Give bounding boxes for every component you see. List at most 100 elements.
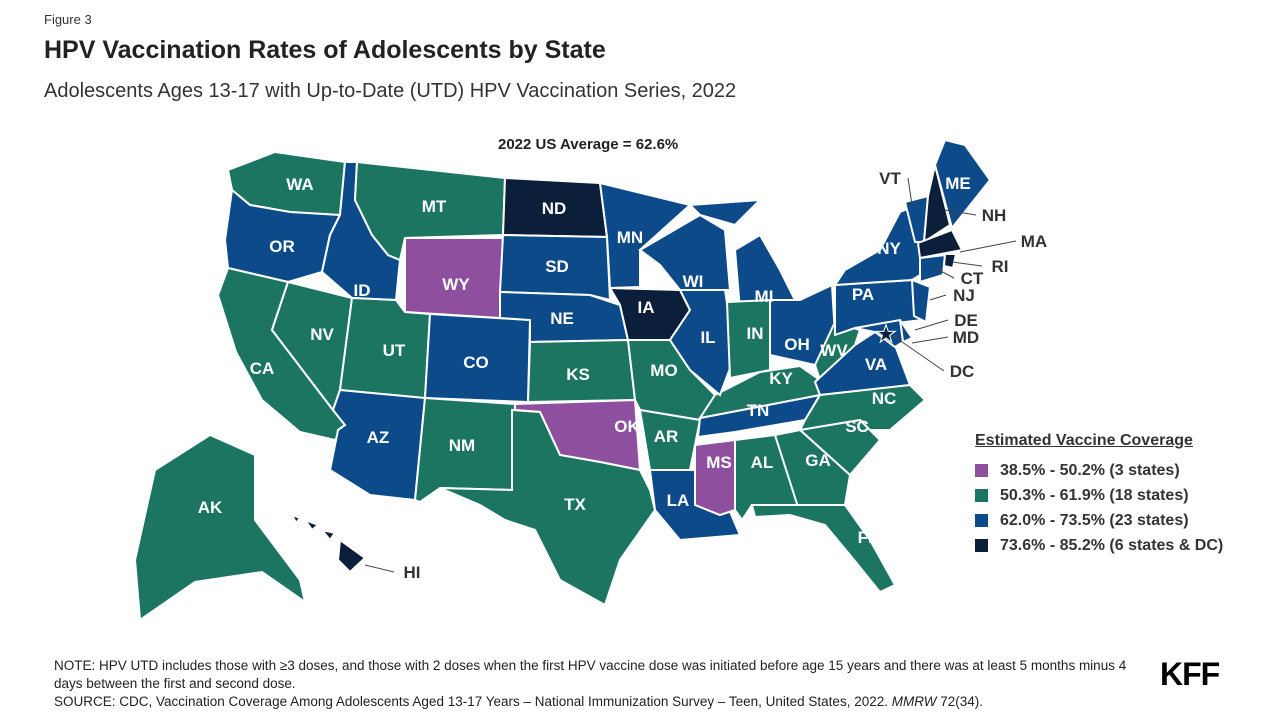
chart-subtitle: Adolescents Ages 13-17 with Up-to-Date (… bbox=[44, 80, 737, 102]
state-label-mo: MO bbox=[650, 361, 677, 380]
state-hi bbox=[302, 517, 320, 532]
state-label-ok: OK bbox=[614, 417, 640, 436]
state-label-nd: ND bbox=[542, 199, 567, 218]
state-label-sd: SD bbox=[545, 257, 569, 276]
legend-label: 38.5% - 50.2% (3 states) bbox=[1000, 461, 1180, 479]
state-in bbox=[725, 298, 771, 380]
state-label-ks: KS bbox=[566, 365, 590, 384]
state-label-oh: OH bbox=[784, 335, 810, 354]
state-label-il: IL bbox=[700, 328, 715, 347]
footnote: NOTE: HPV UTD includes those with ≥3 dos… bbox=[54, 657, 1134, 711]
state-label-wa: WA bbox=[286, 175, 313, 194]
state-label-ia: IA bbox=[638, 298, 655, 317]
state-label-co: CO bbox=[463, 353, 489, 372]
leader-line-dc bbox=[891, 334, 945, 372]
state-label-az: AZ bbox=[367, 428, 390, 447]
state-label-la: LA bbox=[667, 491, 690, 510]
leader-line-vt bbox=[907, 177, 913, 206]
state-label-nm: NM bbox=[449, 436, 475, 455]
state-nj bbox=[910, 278, 932, 324]
state-label-or: OR bbox=[269, 237, 295, 256]
state-nh bbox=[922, 164, 952, 244]
chart-title: HPV Vaccination Rates of Adolescents by … bbox=[44, 36, 606, 64]
state-ri bbox=[942, 253, 958, 270]
leader-line-md bbox=[911, 336, 949, 344]
state-il bbox=[668, 289, 737, 397]
source-journal: MMRW bbox=[891, 694, 937, 709]
state-label-ar: AR bbox=[654, 427, 679, 446]
state-ma bbox=[916, 228, 964, 260]
legend-item: 62.0% - 73.5% (23 states) bbox=[975, 508, 1223, 533]
state-label-ak: AK bbox=[198, 498, 223, 517]
state-tx bbox=[439, 408, 657, 607]
state-ct bbox=[919, 253, 947, 284]
state-label-pa: PA bbox=[852, 285, 874, 304]
state-label-wi: WI bbox=[683, 272, 704, 291]
leader-line-ri bbox=[951, 261, 983, 267]
state-label-nj: NJ bbox=[953, 286, 975, 305]
source-text: SOURCE: CDC, Vaccination Coverage Among … bbox=[54, 693, 1134, 711]
state-label-ct: CT bbox=[961, 269, 984, 288]
leader-line-ct bbox=[934, 267, 955, 279]
state-label-id: ID bbox=[354, 281, 371, 300]
state-label-ms: MS bbox=[706, 453, 732, 472]
state-fl bbox=[750, 504, 897, 594]
leader-line-nh bbox=[944, 209, 977, 216]
source-suffix: 72(34). bbox=[936, 694, 984, 709]
state-mi bbox=[687, 198, 763, 227]
state-label-ky: KY bbox=[769, 369, 793, 388]
state-ms bbox=[694, 438, 736, 517]
legend-label: 50.3% - 61.9% (18 states) bbox=[1000, 486, 1189, 504]
state-label-fl: FL bbox=[858, 528, 879, 547]
state-label-al: AL bbox=[751, 453, 774, 472]
legend: Estimated Vaccine Coverage 38.5% - 50.2%… bbox=[975, 432, 1223, 558]
state-label-tx: TX bbox=[564, 495, 586, 514]
state-me bbox=[933, 138, 992, 231]
state-nc bbox=[798, 383, 927, 431]
leader-line-ma bbox=[959, 240, 1017, 253]
state-label-dc: DC bbox=[950, 362, 975, 381]
state-label-sc: SC bbox=[845, 417, 869, 436]
state-hi bbox=[336, 538, 367, 574]
state-label-wv: WV bbox=[820, 341, 848, 360]
state-ak bbox=[133, 433, 307, 622]
state-label-ny: NY bbox=[877, 239, 901, 258]
state-label-va: VA bbox=[865, 355, 887, 374]
us-average: 2022 US Average = 62.6% bbox=[498, 136, 679, 153]
legend-title: Estimated Vaccine Coverage bbox=[975, 432, 1193, 449]
state-label-wy: WY bbox=[442, 275, 470, 294]
state-dc-star-icon: ★ bbox=[875, 321, 897, 348]
state-label-mt: MT bbox=[422, 197, 447, 216]
legend-item: 50.3% - 61.9% (18 states) bbox=[975, 483, 1223, 508]
state-label-ne: NE bbox=[550, 309, 574, 328]
state-label-mn: MN bbox=[617, 228, 643, 247]
state-label-nc: NC bbox=[872, 389, 897, 408]
legend-item: 73.6% - 85.2% (6 states & DC) bbox=[975, 533, 1223, 558]
legend-label: 73.6% - 85.2% (6 states & DC) bbox=[1000, 536, 1224, 554]
state-label-md: MD bbox=[953, 328, 979, 347]
legend-swatch bbox=[975, 464, 988, 477]
legend-item: 38.5% - 50.2% (3 states) bbox=[975, 458, 1223, 483]
state-label-hi: HI bbox=[404, 563, 421, 582]
state-label-tn: TN bbox=[747, 401, 770, 420]
state-label-ga: GA bbox=[805, 451, 831, 470]
state-md bbox=[854, 318, 905, 349]
leader-line-de bbox=[914, 319, 949, 331]
state-hi bbox=[319, 528, 337, 542]
state-label-de: DE bbox=[954, 311, 978, 330]
state-label-ca: CA bbox=[250, 359, 275, 378]
leader-line-nj bbox=[929, 294, 947, 301]
state-label-in: IN bbox=[747, 324, 764, 343]
state-label-nh: NH bbox=[982, 206, 1007, 225]
state-label-me: ME bbox=[945, 174, 971, 193]
note-text: NOTE: HPV UTD includes those with ≥3 dos… bbox=[54, 658, 1127, 691]
state-label-ri: RI bbox=[992, 257, 1009, 276]
state-label-mi: MI bbox=[755, 287, 774, 306]
kff-logo: KFF bbox=[1160, 656, 1220, 692]
legend-label: 62.0% - 73.5% (23 states) bbox=[1000, 511, 1189, 529]
legend-swatch bbox=[975, 489, 988, 502]
state-ga bbox=[773, 428, 852, 509]
figure-label: Figure 3 bbox=[44, 12, 92, 27]
state-label-ut: UT bbox=[383, 341, 406, 360]
state-label-ma: MA bbox=[1021, 232, 1047, 251]
